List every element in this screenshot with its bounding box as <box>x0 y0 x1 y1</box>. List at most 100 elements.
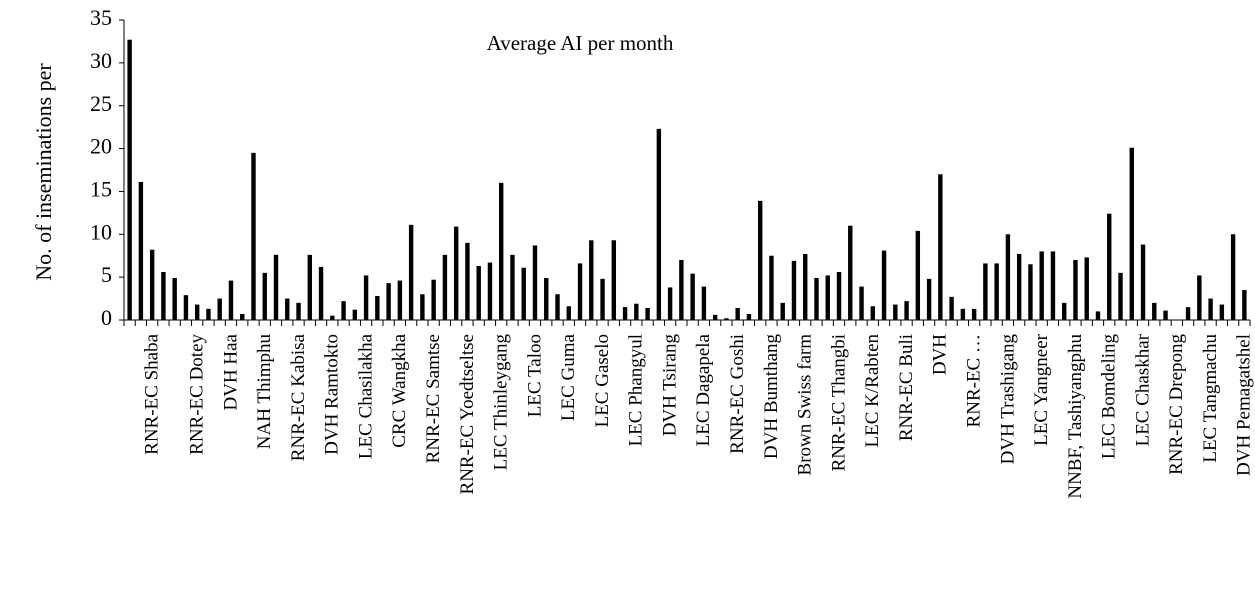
bar <box>487 262 493 320</box>
bar <box>926 278 932 320</box>
bar <box>836 272 842 320</box>
bar <box>589 240 594 320</box>
bar <box>690 273 695 320</box>
bar <box>521 267 526 320</box>
bar <box>757 200 763 320</box>
x-tick-label: RNR-EC Shaba <box>142 333 163 454</box>
x-tick-label: DVH <box>930 334 951 375</box>
bar <box>915 230 921 320</box>
bar <box>1050 251 1056 320</box>
bar <box>431 279 436 320</box>
bar <box>611 240 617 320</box>
x-tick-label: LEC Chasilakha <box>355 333 376 459</box>
bar <box>206 308 211 320</box>
x-tick-label: CRC Wangkha <box>389 333 410 447</box>
bar <box>881 250 887 320</box>
bar <box>194 304 200 320</box>
bar <box>893 304 898 320</box>
y-tick-label: 30 <box>90 48 112 73</box>
bar <box>307 254 312 320</box>
bar <box>262 272 267 320</box>
bar <box>251 152 256 320</box>
x-tick-label: LEC Yangneer <box>1031 333 1052 446</box>
bar <box>645 308 650 320</box>
bar <box>375 296 380 320</box>
x-tick-label: LEC Bomdeling <box>1099 334 1120 460</box>
bar <box>363 275 369 320</box>
x-tick-label: NAH Thimphu <box>254 334 275 450</box>
bar <box>161 272 166 320</box>
bar <box>1129 147 1134 320</box>
bar <box>938 174 943 320</box>
x-tick-label: RNR-EC … <box>963 334 984 427</box>
bar <box>1016 254 1022 320</box>
bar <box>667 287 673 320</box>
bar <box>453 226 459 320</box>
bar <box>1028 264 1033 320</box>
bar <box>859 286 864 320</box>
bar <box>994 263 999 320</box>
bar <box>510 254 515 320</box>
bar <box>465 242 470 320</box>
x-tick-label: RNR-EC Thangbi <box>828 334 849 471</box>
y-tick-label: 25 <box>90 91 112 116</box>
bar <box>791 260 797 320</box>
bar <box>746 314 752 320</box>
bar <box>532 245 538 320</box>
x-tick-label: RNR-EC Buli <box>896 334 917 441</box>
bar <box>228 280 234 320</box>
bar <box>240 314 245 320</box>
bar <box>1062 302 1067 320</box>
bar <box>352 309 358 320</box>
bar <box>386 283 391 320</box>
bar <box>848 225 853 320</box>
y-tick-label: 20 <box>90 134 112 159</box>
x-tick-label: DVH Bumthang <box>761 334 782 460</box>
bar <box>138 182 144 320</box>
bar <box>679 260 684 320</box>
bar <box>825 275 830 320</box>
bar <box>712 314 718 320</box>
bar <box>622 307 628 320</box>
bar <box>217 298 222 320</box>
x-tick-label: LEC Taloo <box>524 334 545 417</box>
bar <box>600 278 605 320</box>
bar <box>971 308 977 320</box>
x-tick-label: RNR-EC Kabisa <box>288 333 309 461</box>
bar <box>1230 234 1236 320</box>
bar <box>285 298 290 320</box>
bar <box>1095 311 1101 320</box>
bar <box>1118 272 1123 320</box>
y-tick-label: 15 <box>90 176 112 201</box>
bar <box>183 295 189 320</box>
bar <box>735 308 740 320</box>
bar <box>172 278 177 320</box>
x-tick-label: Brown Swiss farm <box>795 334 816 476</box>
bar <box>1107 213 1112 320</box>
bar <box>1039 251 1044 320</box>
bar <box>442 254 448 320</box>
bar <box>803 254 808 320</box>
bar <box>296 302 301 320</box>
x-tick-label: LEC Tangmachu <box>1200 334 1221 463</box>
bar <box>983 263 988 320</box>
bar <box>408 224 414 320</box>
bar <box>330 315 335 320</box>
bar <box>476 266 481 320</box>
bar <box>318 266 324 320</box>
x-tick-label: RNR-EC Goshi <box>727 334 748 454</box>
x-tick-label: RNR-EC Dotey <box>187 334 208 455</box>
bar <box>1197 275 1202 320</box>
x-tick-label: DVH Haa <box>220 333 241 410</box>
x-tick-label: LEC Chaskhar <box>1132 333 1153 446</box>
x-tick-label: RNR-EC Samtse <box>423 334 444 463</box>
bar <box>420 294 425 320</box>
bar <box>1073 260 1078 320</box>
x-tick-label: RNR-EC Drepong <box>1166 334 1187 475</box>
bar <box>814 278 819 320</box>
x-tick-label: DVH Pemagatshel <box>1234 334 1255 476</box>
x-tick-label: LEC Thinleygang <box>491 334 512 471</box>
bar <box>1185 307 1191 320</box>
y-axis-label: No. of inseminations per <box>31 63 56 281</box>
